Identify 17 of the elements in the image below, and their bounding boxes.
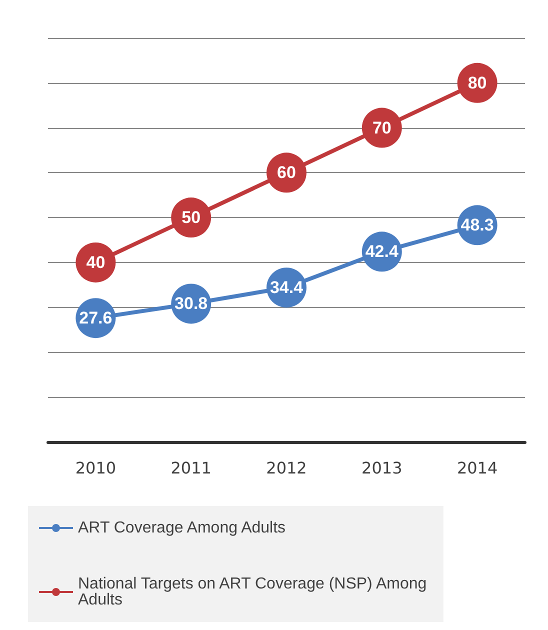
data-label: 70 (372, 118, 392, 138)
x-tick-label: 2014 (456, 458, 498, 478)
x-tick-label: 2013 (362, 458, 402, 478)
x-tick-label: 2011 (170, 458, 212, 478)
data-label: 80 (468, 73, 487, 92)
data-label: 27.6 (79, 308, 112, 328)
data-label: 34.4 (270, 278, 304, 298)
legend-label: ART Coverage Among Adults (78, 520, 286, 536)
data-label: 30.8 (174, 294, 208, 314)
data-label: 60 (277, 163, 296, 182)
data-label: 48.3 (460, 216, 494, 235)
data-label: 40 (86, 252, 106, 272)
legend-label: National Targets on ART Coverage (NSP) Among Adults (78, 576, 432, 608)
data-label: 50 (182, 208, 201, 228)
data-label: 42.4 (365, 242, 399, 262)
x-tick-label: 2010 (75, 458, 116, 478)
x-tick-label: 2012 (266, 458, 307, 478)
